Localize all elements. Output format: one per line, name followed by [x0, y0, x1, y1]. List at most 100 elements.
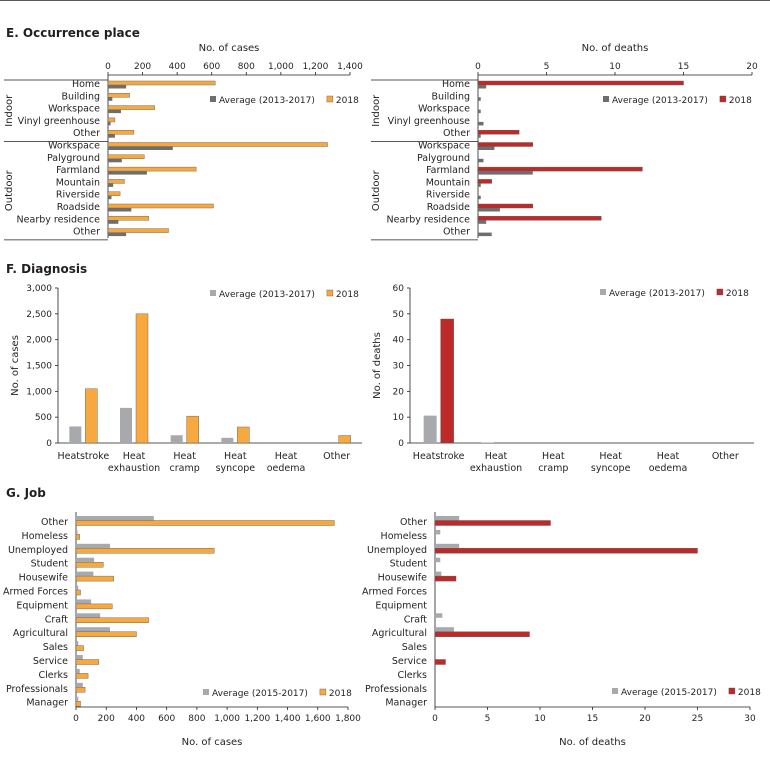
x-tick-label: 1,200 — [303, 62, 329, 72]
bar-2018-clerks — [75, 673, 89, 679]
legend-swatch-2018 — [326, 95, 334, 103]
legend-swatch-average — [203, 689, 209, 695]
category-label-line: Heat — [599, 451, 622, 462]
category-label-other: Other — [400, 517, 427, 528]
category-label-workspace: Workspace — [48, 104, 100, 115]
bar-average-other — [108, 134, 115, 138]
bar-2018-unemployed — [75, 548, 215, 554]
category-label-home: Home — [72, 79, 100, 90]
category-label-roadside: Roadside — [427, 202, 470, 213]
legend-swatch-2018 — [319, 688, 327, 696]
bar-average-student — [435, 557, 441, 563]
x-tick-label: 15 — [587, 714, 598, 724]
category-label-line: syncope — [591, 463, 631, 474]
bar-2018-unemployed — [434, 548, 698, 554]
legend-label-2018: 2018 — [729, 96, 752, 106]
bar-2018-heatstroke — [85, 388, 98, 444]
group-label-indoor: Indoor — [371, 94, 382, 127]
bar-average-manager — [76, 696, 79, 702]
y-tick-label: 2,000 — [26, 336, 52, 346]
bar-average-nearby-residence — [478, 220, 487, 224]
bar-2018-service — [75, 659, 99, 665]
category-label-farmland: Farmland — [56, 165, 100, 176]
category-label-building: Building — [431, 91, 470, 102]
x-tick-label: 25 — [692, 714, 703, 724]
bar-average-housewife — [76, 571, 94, 577]
x-tick-label: 400 — [128, 714, 145, 724]
x-tick-label: 5 — [544, 62, 550, 72]
category-label-line: oedema — [649, 463, 688, 474]
category-label-housewife: Housewife — [378, 573, 428, 584]
legend-swatch-average — [600, 289, 606, 295]
bar-average-vinyl-greenhouse — [478, 121, 484, 126]
category-label-nearby-residence: Nearby residence — [17, 214, 101, 225]
y-tick-label: 1,500 — [26, 362, 52, 372]
category-label-line: cramp — [170, 463, 200, 474]
section-title-diagnosis: F. Diagnosis — [6, 262, 87, 276]
bar-average-home — [478, 85, 487, 89]
bar-2018-heatstroke — [440, 318, 454, 444]
bar-average-equipment — [76, 599, 92, 604]
y-tick-label: 50 — [393, 310, 405, 320]
y-tick-label: 0 — [46, 439, 52, 449]
category-label-line: Heat — [224, 451, 247, 462]
category-label-line: Heat — [275, 451, 298, 462]
category-label-heat-oedema: Heat oedema — [649, 451, 688, 474]
x-tick-label: 1,000 — [214, 714, 240, 724]
category-label-equipment: Equipment — [16, 600, 68, 611]
legend-label-average: Average (2013-2017) — [609, 289, 705, 299]
y-tick-label: 3,000 — [26, 284, 52, 294]
bar-average-riverside — [478, 195, 481, 200]
category-label-heat-exhaustion: Heat exhaustion — [470, 451, 522, 474]
chart-diag_deaths: 0 10 20 30 40 50 60 No. of deaths Heatstroke Heat… — [372, 284, 754, 474]
category-label-housewife: Housewife — [19, 573, 69, 584]
category-label-sales: Sales — [402, 642, 427, 653]
legend-swatch-2018 — [326, 289, 334, 297]
category-label-vinyl-greenhouse: Vinyl greenhouse — [388, 116, 470, 127]
category-label-armed-forces: Armed Forces — [3, 587, 68, 598]
bar-2018-other — [338, 435, 351, 444]
x-tick-label: 200 — [134, 62, 151, 72]
category-label-palyground: Palyground — [417, 153, 470, 164]
bar-average-palyground — [478, 158, 484, 163]
bar-average-mountain — [478, 183, 481, 187]
bar-average-other — [76, 516, 154, 521]
bar-2018-building — [107, 93, 130, 98]
category-label-heatstroke: Heatstroke — [413, 451, 465, 462]
group-label-indoor: Indoor — [4, 94, 15, 127]
bar-2018-professionals — [75, 687, 86, 693]
bar-2018-home — [477, 80, 684, 86]
x-tick-label: 1,000 — [268, 62, 294, 72]
x-tick-label: 10 — [534, 714, 546, 724]
x-tick-label: 0 — [105, 62, 111, 72]
legend-label-average: Average (2015-2017) — [621, 688, 717, 698]
chart-occ_cases: No. of cases 0 200 400 600 800 1,000 1,200 1,400… — [4, 43, 363, 241]
category-label-palyground: Palyground — [47, 153, 100, 164]
category-label-line: Heat — [542, 451, 565, 462]
category-label-home: Home — [442, 79, 470, 90]
bar-average-farmland — [478, 171, 533, 175]
bar-2018-mountain — [107, 179, 125, 184]
bar-average-service — [76, 655, 83, 660]
legend-label-average: Average (2013-2017) — [612, 96, 708, 106]
bar-2018-housewife — [434, 575, 457, 582]
category-label-mountain: Mountain — [56, 177, 100, 188]
bar-2018-palyground — [107, 154, 145, 160]
category-label-heat-exhaustion: Heat exhaustion — [108, 451, 160, 474]
x-tick-label: 600 — [158, 714, 175, 724]
category-label-agricultural: Agricultural — [13, 628, 68, 639]
bar-2018-heat-syncope — [237, 426, 250, 444]
bar-2018-housewife — [75, 575, 114, 582]
bar-average-workspace — [478, 109, 481, 114]
bar-2018-workspace — [107, 105, 155, 110]
y-tick-label: 30 — [393, 362, 405, 372]
y-tick-label: 1,000 — [26, 387, 52, 397]
legend-label-average: Average (2013-2017) — [219, 96, 315, 106]
category-label-unemployed: Unemployed — [367, 545, 427, 556]
section-title-occurrence: E. Occurrence place — [6, 26, 140, 40]
bar-average-heat-exhaustion — [120, 407, 132, 443]
bar-2018-service — [434, 659, 446, 665]
legend-label-2018: 2018 — [336, 96, 359, 106]
